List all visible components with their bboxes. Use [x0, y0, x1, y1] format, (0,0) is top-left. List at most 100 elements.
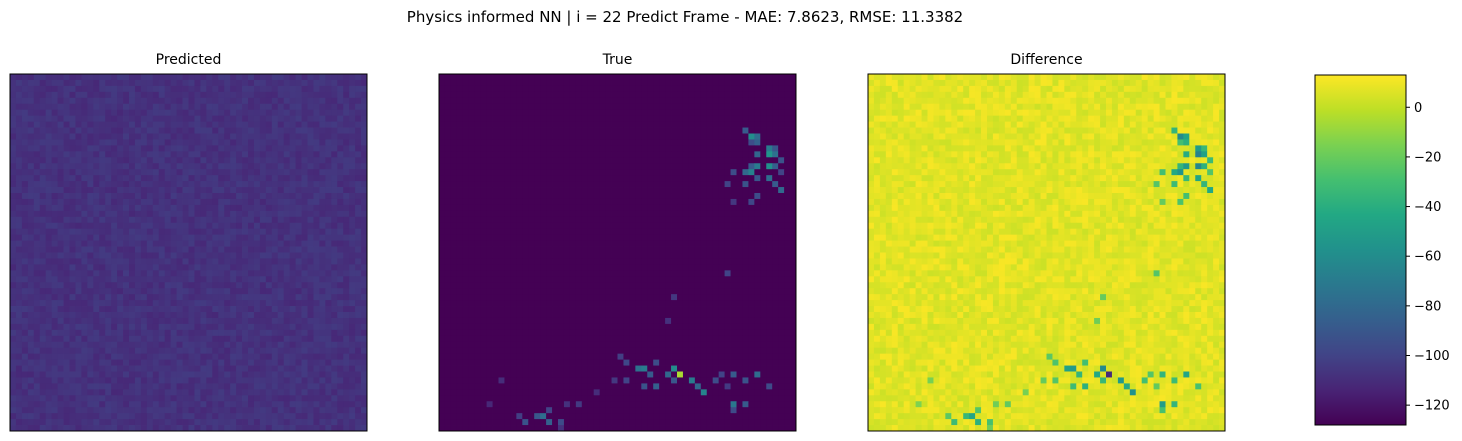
true-cell — [784, 133, 791, 140]
true-cell — [486, 193, 493, 200]
true-cell — [569, 133, 577, 140]
predicted-cell — [242, 115, 249, 122]
true-cell — [641, 157, 648, 164]
predicted-cell — [10, 323, 17, 331]
true-cell — [623, 169, 630, 176]
predicted-cell — [27, 395, 35, 402]
true-cell — [766, 79, 773, 87]
predicted-cell — [271, 252, 279, 259]
predicted-cell — [99, 79, 106, 87]
true-cell — [540, 175, 547, 182]
predicted-cell — [87, 383, 94, 390]
predicted-cell — [230, 145, 237, 152]
predicted-cell — [277, 240, 285, 247]
predicted-cell — [325, 341, 332, 349]
true-cell — [688, 193, 696, 200]
true-cell — [575, 127, 583, 134]
predicted-cell — [331, 175, 338, 182]
predicted-cell — [176, 91, 183, 99]
true-cell — [629, 187, 636, 194]
predicted-cell — [152, 359, 160, 366]
predicted-cell — [123, 216, 130, 224]
predicted-cell — [331, 234, 338, 241]
predicted-cell — [230, 294, 237, 301]
predicted-cell — [51, 317, 58, 325]
predicted-cell — [337, 97, 344, 105]
predicted-cell — [93, 300, 100, 307]
true-cell — [778, 151, 785, 158]
predicted-cell — [218, 329, 225, 337]
predicted-cell — [331, 341, 338, 349]
true-cell — [694, 187, 702, 194]
predicted-cell — [134, 216, 142, 224]
true-cell — [444, 139, 452, 146]
predicted-cell — [349, 222, 356, 230]
predicted-cell — [218, 240, 225, 247]
true-cell — [540, 193, 547, 200]
predicted-cell — [248, 85, 255, 93]
predicted-cell — [33, 145, 41, 152]
predicted-cell — [45, 187, 53, 194]
predicted-cell — [111, 151, 118, 158]
predicted-cell — [277, 270, 285, 277]
predicted-cell — [27, 145, 35, 152]
predicted-cell — [325, 240, 332, 247]
predicted-cell — [27, 85, 35, 93]
true-cell — [629, 151, 636, 158]
true-cell — [772, 193, 779, 200]
predicted-cell — [224, 169, 231, 176]
predicted-cell — [259, 169, 267, 176]
predicted-cell — [87, 115, 94, 122]
true-cell — [760, 127, 767, 134]
predicted-cell — [218, 228, 225, 236]
predicted-cell — [248, 401, 255, 408]
true-cell — [653, 109, 660, 117]
true-cell — [688, 91, 696, 99]
true-cell — [706, 133, 714, 140]
true-cell — [558, 193, 565, 200]
predicted-cell — [63, 216, 70, 224]
true-cell — [760, 193, 767, 200]
predicted-cell — [27, 347, 35, 355]
true-cell — [528, 151, 535, 158]
predicted-cell — [152, 204, 160, 212]
true-cell — [474, 115, 482, 122]
predicted-cell — [271, 371, 279, 378]
predicted-cell — [361, 246, 368, 253]
predicted-cell — [57, 419, 64, 426]
predicted-cell — [295, 306, 302, 313]
predicted-cell — [236, 401, 243, 408]
predicted-cell — [212, 317, 219, 325]
predicted-cell — [134, 91, 142, 99]
true-cell — [450, 103, 458, 111]
predicted-cell — [230, 401, 237, 408]
true-cell — [724, 204, 731, 212]
true-cell — [510, 157, 517, 164]
predicted-cell — [10, 413, 17, 420]
true-cell — [552, 79, 559, 87]
predicted-cell — [283, 169, 291, 176]
predicted-cell — [343, 216, 350, 224]
predicted-cell — [140, 133, 148, 140]
true-cell — [772, 187, 779, 194]
true-cell — [659, 127, 666, 134]
predicted-cell — [206, 419, 213, 426]
predicted-cell — [242, 329, 249, 337]
predicted-cell — [301, 246, 308, 253]
predicted-cell — [242, 228, 249, 236]
predicted-cell — [307, 127, 314, 134]
true-cell — [486, 133, 493, 140]
predicted-cell — [87, 121, 94, 128]
predicted-cell — [27, 288, 35, 295]
predicted-cell — [134, 288, 142, 295]
predicted-cell — [21, 115, 29, 122]
predicted-cell — [51, 359, 58, 366]
predicted-cell — [176, 222, 183, 230]
predicted-cell — [301, 222, 308, 230]
true-cell — [778, 198, 785, 206]
predicted-cell — [188, 312, 195, 319]
true-cell — [599, 74, 606, 81]
true-cell — [546, 79, 553, 87]
true-cell — [444, 133, 452, 140]
predicted-cell — [325, 115, 332, 122]
